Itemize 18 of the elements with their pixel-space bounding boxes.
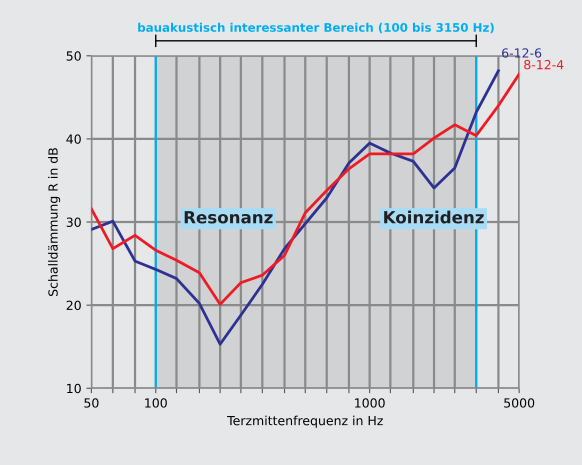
y-tick-label: 20: [66, 300, 81, 310]
band-label: bauakustisch interessanter Bereich (100 bis 3150 Hz): [138, 22, 494, 34]
y-tick-label: 30: [66, 218, 81, 227]
y-axis-title: Schalldämmung R in dB: [48, 148, 60, 296]
x-tick-label: 5000: [504, 398, 534, 408]
line-series: [91, 69, 500, 346]
series-label: 8-12-4: [524, 60, 564, 70]
annotation: Koinzidenz: [384, 210, 484, 224]
x-axis-title: Terzmittenfrequenz in Hz: [227, 416, 383, 428]
annotation: Resonanz: [184, 211, 273, 224]
x-tick-label: 100: [145, 398, 167, 408]
y-tick-label: 50: [66, 51, 81, 61]
x-tick-label: 50: [84, 398, 98, 408]
x-tick-label: 1000: [355, 398, 385, 408]
series-label: 6-12-6: [502, 48, 542, 58]
y-tick-label: 10: [67, 384, 81, 394]
y-tick-label: 40: [66, 134, 81, 144]
line-series: [91, 72, 520, 306]
